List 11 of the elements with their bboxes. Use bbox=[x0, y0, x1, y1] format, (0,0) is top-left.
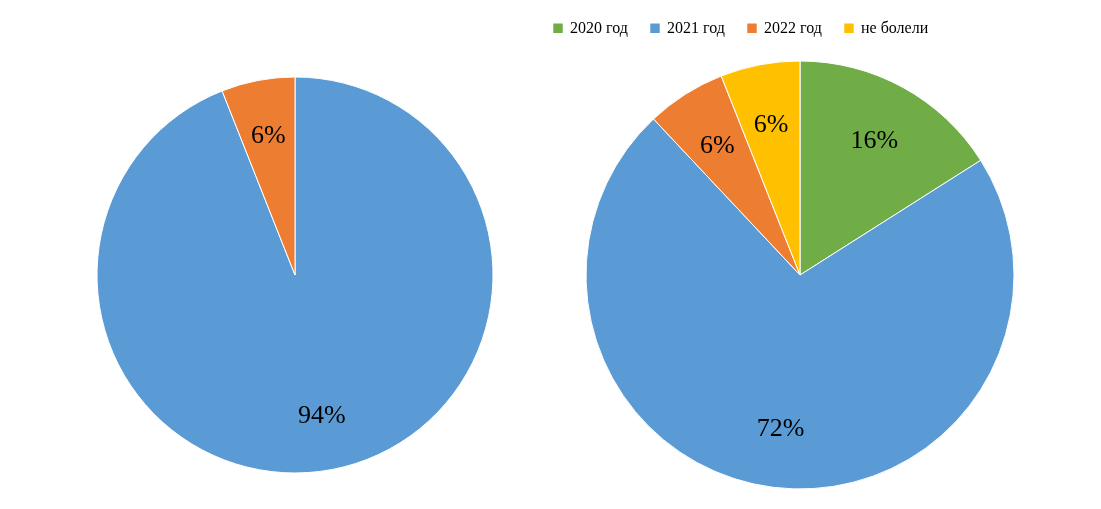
data-label: 6% bbox=[250, 119, 286, 149]
data-label: 94% bbox=[297, 400, 346, 430]
legend-label: 2022 год bbox=[764, 19, 822, 38]
data-label: 6% bbox=[753, 108, 789, 138]
legend-label: 2021 год bbox=[667, 19, 725, 38]
data-label: 6% bbox=[700, 129, 735, 159]
legend-label: не болели bbox=[861, 19, 929, 37]
legend-label: 2020 год bbox=[570, 19, 628, 38]
data-label: 16% bbox=[850, 124, 899, 154]
pie-slice bbox=[96, 76, 494, 474]
data-label: 72% bbox=[756, 412, 805, 442]
